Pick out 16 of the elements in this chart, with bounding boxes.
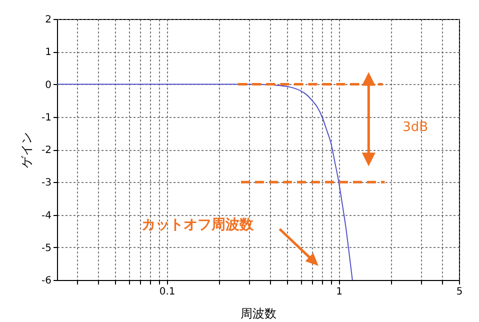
x-tick-label: 0.1: [159, 286, 176, 298]
y-tick-label: -1: [42, 112, 52, 124]
y-tick-label: -4: [42, 210, 52, 222]
y-tick-label: -2: [42, 145, 52, 156]
y-tick-label: -5: [42, 242, 52, 254]
annotation: カットオフ周波数: [141, 217, 254, 234]
y-tick-label: -6: [42, 276, 52, 286]
y-tick-label: -3: [42, 178, 52, 189]
x-axis-title: 周波数: [240, 306, 276, 320]
x-tick-label: 1: [336, 286, 342, 298]
y-tick-label: 2: [45, 14, 52, 26]
y-tick-label: 0: [45, 80, 52, 91]
x-tick-label: 5: [456, 286, 463, 298]
y-axis-title: ゲイン: [20, 132, 34, 168]
annotation: 3dB: [402, 120, 428, 136]
y-tick-label: 1: [45, 47, 52, 58]
